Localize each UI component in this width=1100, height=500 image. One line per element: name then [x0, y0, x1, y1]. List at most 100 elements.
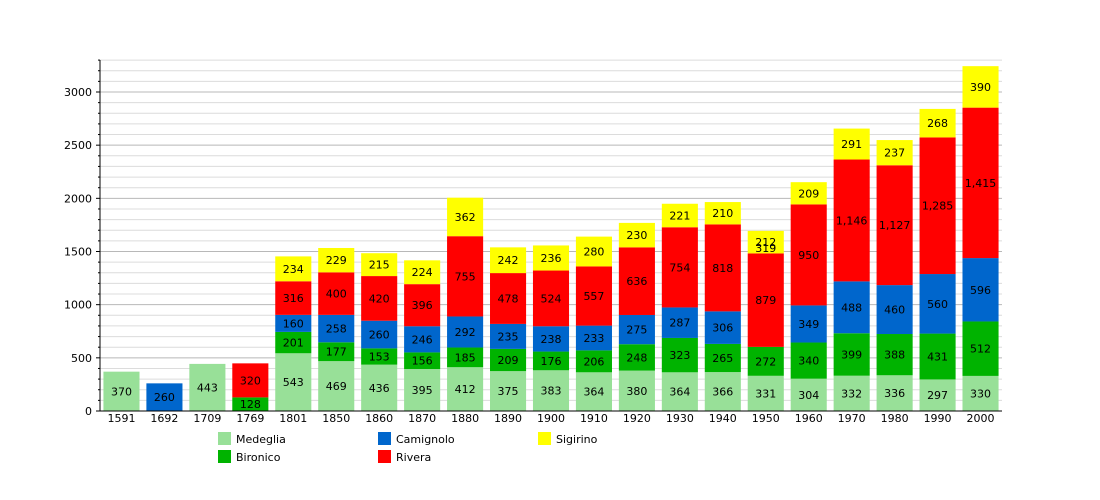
bar-bironico-1960 [790, 342, 827, 379]
bar-sigirino-1910 [575, 236, 612, 267]
label-bironico-1970: 399 [841, 348, 862, 361]
bar-camignolo-1940 [704, 311, 741, 344]
label-rivera-1990: 1,285 [922, 200, 954, 213]
label-bironico-1940: 265 [712, 352, 733, 365]
x-tick-label-1870: 1870 [408, 412, 436, 425]
label-camignolo-1920: 275 [626, 324, 647, 337]
bar-medeglia-1709 [189, 363, 226, 411]
label-rivera-1870: 396 [412, 299, 433, 312]
label-bironico-1801: 201 [283, 337, 304, 350]
label-bironico-1950: 272 [755, 355, 776, 368]
bar-rivera-1960 [790, 204, 827, 306]
label-medeglia-1920: 380 [626, 385, 647, 398]
y-tick-label-0: 0 [85, 405, 92, 418]
bar-medeglia-1980 [876, 375, 913, 411]
label-camignolo-1960: 349 [798, 318, 819, 331]
label-sigirino-1900: 236 [541, 252, 562, 265]
label-camignolo-1990: 560 [927, 298, 948, 311]
label-sigirino-2000: 390 [970, 81, 991, 94]
x-tick-label-2000: 2000 [967, 412, 995, 425]
label-sigirino-1850: 229 [326, 254, 347, 267]
label-rivera-1980: 1,127 [879, 219, 911, 232]
label-bironico-1920: 248 [626, 351, 647, 364]
bar-medeglia-1960 [790, 378, 827, 411]
label-sigirino-1860: 215 [369, 259, 390, 272]
legend-label-sigirino: Sigirino [556, 433, 598, 446]
bar-rivera-1860 [361, 276, 398, 321]
bar-rivera-1990 [919, 137, 956, 275]
x-tick-label-1980: 1980 [881, 412, 909, 425]
bar-sigirino-1850 [318, 247, 355, 273]
y-tick-label-3000: 3000 [64, 86, 92, 99]
bar-camignolo-1970 [833, 281, 870, 334]
label-camignolo-1880: 292 [455, 326, 476, 339]
label-camignolo-1860: 260 [369, 329, 390, 342]
bar-medeglia-1990 [919, 379, 956, 411]
label-camignolo-1900: 238 [541, 333, 562, 346]
bar-medeglia-2000 [962, 375, 999, 411]
label-medeglia-1890: 375 [498, 385, 519, 398]
label-medeglia-1980: 336 [884, 387, 905, 400]
legend-swatch-rivera [378, 450, 391, 463]
y-tick-label-2000: 2000 [64, 192, 92, 205]
label-medeglia-2000: 330 [970, 387, 991, 400]
label-camignolo-1801: 160 [283, 317, 304, 330]
label-camignolo-1940: 306 [712, 322, 733, 335]
label-camignolo-1930: 287 [669, 317, 690, 330]
legend-item-bironico: Bironico [218, 450, 281, 464]
bar-rivera-2000 [962, 107, 999, 259]
bar-bironico-1980 [876, 334, 913, 376]
bar-medeglia-1801 [275, 353, 312, 411]
label-rivera-1970: 1,146 [836, 214, 868, 227]
label-rivera-1920: 636 [626, 275, 647, 288]
label-bironico-1910: 206 [583, 355, 604, 368]
label-medeglia-1870: 395 [412, 384, 433, 397]
bar-sigirino-1870 [404, 260, 441, 285]
label-bironico-1870: 156 [412, 355, 433, 368]
legend-label-bironico: Bironico [236, 451, 281, 464]
legend-swatch-sigirino [538, 432, 551, 445]
label-medeglia-1910: 364 [583, 386, 604, 399]
bar-bironico-1850 [318, 342, 355, 362]
bar-medeglia-1970 [833, 375, 870, 411]
extra-label-1950: 319 [755, 242, 776, 255]
bar-sigirino-1930 [661, 203, 698, 228]
label-medeglia-1930: 364 [669, 386, 690, 399]
bar-sigirino-1890 [490, 247, 527, 274]
legend-swatch-camignolo [378, 432, 391, 445]
x-tick-label-1990: 1990 [924, 412, 952, 425]
label-sigirino-1950: 212 [755, 236, 776, 249]
bar-medeglia-1860 [361, 364, 398, 411]
bar-medeglia-1850 [318, 361, 355, 411]
label-camignolo-1890: 235 [498, 330, 519, 343]
bar-camignolo-1920 [618, 314, 655, 345]
label-sigirino-1940: 210 [712, 207, 733, 220]
bar-medeglia-1870 [404, 368, 441, 411]
bar-sigirino-1801 [275, 256, 312, 282]
label-bironico-1890: 209 [498, 354, 519, 367]
bar-camignolo-1930 [661, 307, 698, 338]
bar-bironico-1930 [661, 337, 698, 373]
label-bironico-1990: 431 [927, 351, 948, 364]
bar-rivera-1880 [447, 236, 484, 317]
bar-rivera-1980 [876, 165, 913, 286]
bar-bironico-1880 [447, 347, 484, 368]
label-rivera-1860: 420 [369, 292, 390, 305]
legend-item-camignolo: Camignolo [378, 432, 455, 446]
label-sigirino-1930: 221 [669, 210, 690, 223]
bar-camignolo-1960 [790, 305, 827, 343]
bar-sigirino-1920 [618, 222, 655, 248]
bar-camignolo-1980 [876, 285, 913, 335]
bar-medeglia-1930 [661, 372, 698, 411]
bar-rivera-1940 [704, 224, 741, 312]
legend-swatch-medeglia [218, 432, 231, 445]
label-rivera-1801: 316 [283, 292, 304, 305]
bar-medeglia-1940 [704, 372, 741, 411]
label-bironico-1850: 177 [326, 346, 347, 359]
label-sigirino-1970: 291 [841, 138, 862, 151]
bar-bironico-1990 [919, 333, 956, 380]
bar-camignolo-1890 [490, 323, 527, 349]
bar-rivera-1950 [747, 253, 784, 347]
bar-medeglia-1591 [103, 371, 140, 411]
